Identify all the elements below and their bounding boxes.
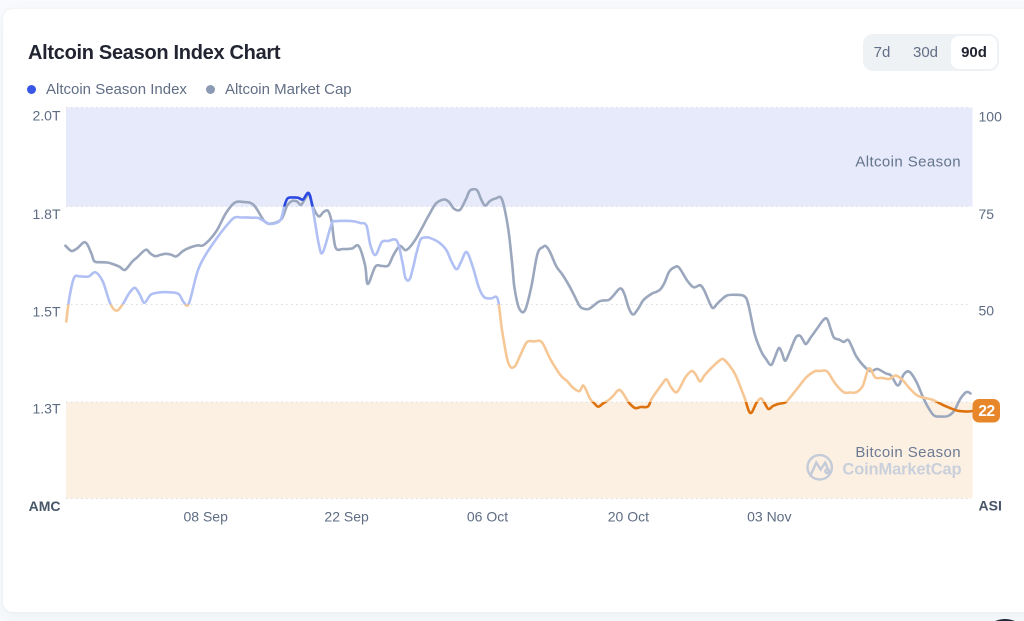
svg-text:1.3T: 1.3T — [32, 401, 60, 417]
svg-text:AMC: AMC — [29, 498, 61, 514]
svg-text:20 Oct: 20 Oct — [608, 509, 649, 525]
svg-text:CoinMarketCap: CoinMarketCap — [842, 461, 961, 479]
svg-text:Bitcoin Season: Bitcoin Season — [855, 444, 961, 461]
svg-text:2.0T: 2.0T — [32, 108, 60, 124]
svg-text:100: 100 — [979, 109, 1003, 125]
svg-text:1.5T: 1.5T — [32, 304, 60, 320]
svg-text:Altcoin Season: Altcoin Season — [855, 154, 961, 171]
svg-text:75: 75 — [979, 206, 995, 222]
svg-text:1.8T: 1.8T — [32, 206, 60, 222]
svg-text:08 Sep: 08 Sep — [184, 509, 229, 525]
svg-text:50: 50 — [979, 303, 995, 319]
svg-text:ASI: ASI — [979, 498, 1002, 514]
svg-text:03 Nov: 03 Nov — [747, 509, 791, 525]
svg-text:06 Oct: 06 Oct — [467, 509, 508, 525]
svg-text:22: 22 — [978, 403, 994, 420]
svg-text:22 Sep: 22 Sep — [324, 509, 369, 525]
